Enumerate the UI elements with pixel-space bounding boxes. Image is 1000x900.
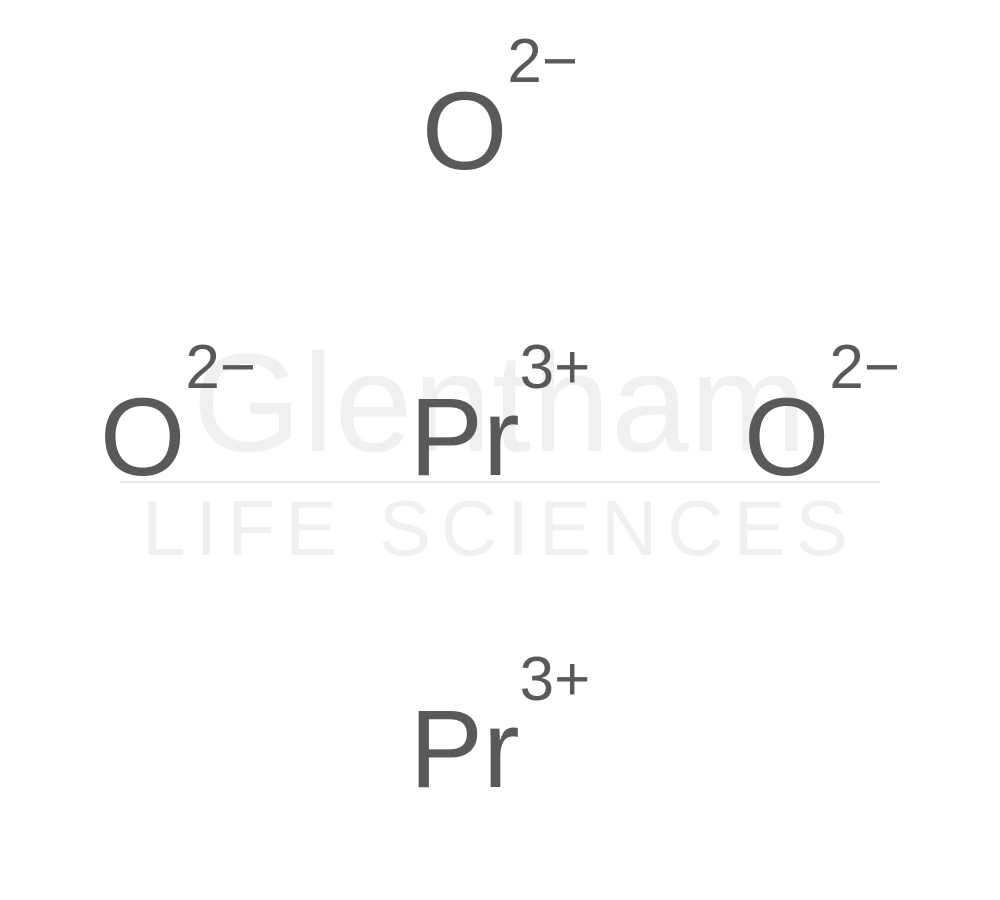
ion-charge: 3+	[520, 337, 591, 399]
ion-symbol: O	[422, 77, 508, 187]
watermark-line2: LIFE SCIENCES	[50, 489, 950, 567]
ion-charge: 2−	[829, 337, 900, 399]
ion-charge: 3+	[520, 649, 591, 711]
ion-o-right: O2−	[744, 383, 900, 493]
ion-symbol: O	[744, 383, 830, 493]
ion-o-left: O2−	[100, 383, 256, 493]
ion-symbol: O	[100, 383, 186, 493]
ion-charge: 2−	[185, 337, 256, 399]
ion-pr-bottom: Pr3+	[410, 695, 591, 805]
ion-symbol: Pr	[410, 383, 520, 493]
ion-symbol: Pr	[410, 695, 520, 805]
ion-pr-center: Pr3+	[410, 383, 591, 493]
ion-o-top: O2−	[422, 77, 578, 187]
ion-charge: 2−	[507, 31, 578, 93]
